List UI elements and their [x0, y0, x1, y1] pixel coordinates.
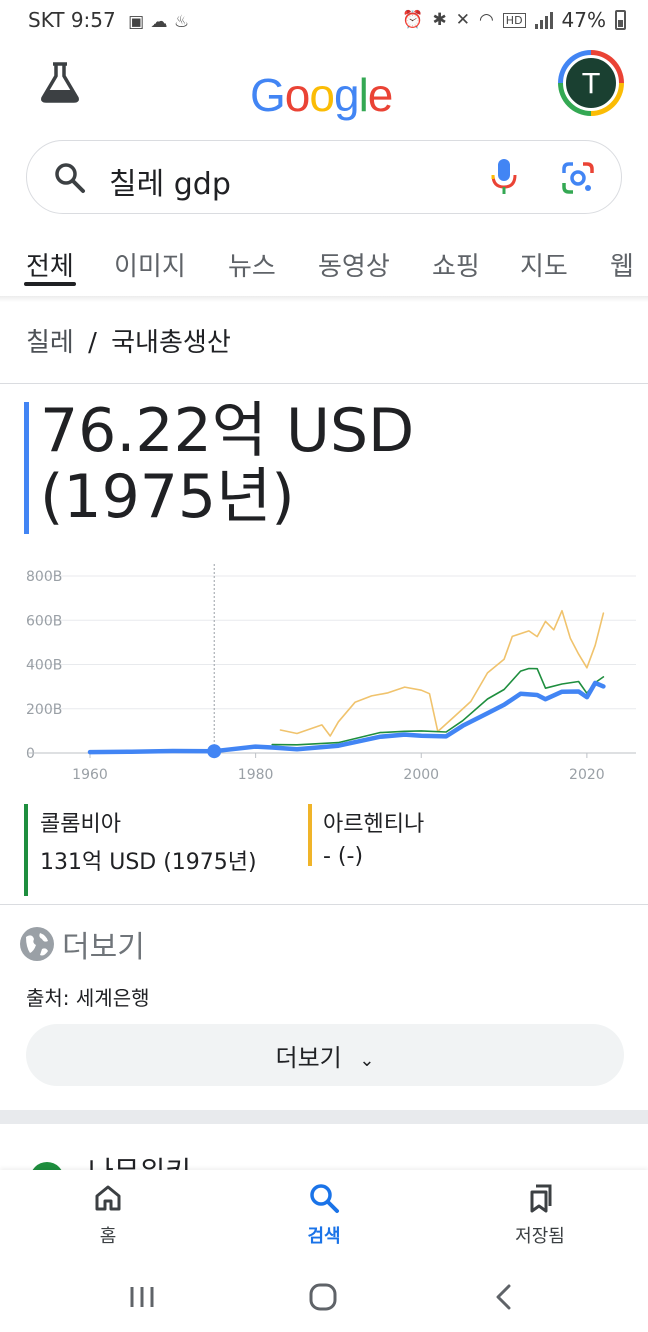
active-tab-indicator — [24, 282, 76, 286]
legend-name: 아르헨티나 — [323, 812, 425, 837]
legend-color-colombia — [24, 804, 28, 896]
system-navigation — [0, 1262, 648, 1332]
tab-web[interactable]: 웹 — [610, 252, 634, 282]
globe-icon — [20, 927, 54, 961]
alarm-icon: ⏰ — [402, 10, 424, 30]
logo-letter: g — [333, 69, 360, 121]
nav-saved[interactable]: 저장됨 — [480, 1182, 600, 1248]
mute-icon: ✕ — [455, 10, 470, 30]
search-icon — [55, 163, 85, 193]
breadcrumb-separator: / — [88, 328, 97, 358]
legend-color-argentina — [308, 804, 312, 866]
signal-icon — [534, 11, 553, 29]
x-tick-label: 1980 — [238, 767, 274, 783]
microphone-icon[interactable] — [489, 157, 519, 197]
main-value-amount: 76.22억 USD — [40, 396, 415, 466]
search-icon — [310, 1184, 339, 1213]
status-bar: SKT 9:57 ▣ ☁ ♨ ⏰ ✱ ✕ ◠ HD 47% — [0, 0, 648, 40]
series-line-chile — [87, 680, 606, 755]
main-value: 76.22억 USD (1975년) — [40, 398, 414, 530]
main-value-year: (1975년) — [40, 462, 295, 532]
status-icons: ⏰ ✱ ✕ ◠ HD 47% — [402, 8, 626, 32]
home-icon — [95, 1185, 121, 1211]
section-separator — [0, 1110, 648, 1124]
tab-all[interactable]: 전체 — [26, 252, 74, 282]
y-tick-label: 0 — [26, 746, 35, 762]
logo-letter: o — [309, 69, 335, 121]
hd-voice-icon: HD — [502, 12, 526, 28]
battery-icon — [615, 10, 626, 30]
more-link-label: 더보기 — [62, 930, 145, 965]
bookmarks-icon — [530, 1184, 552, 1213]
series-line-colombia — [271, 667, 605, 746]
breadcrumb-country[interactable]: 칠레 — [26, 328, 74, 358]
tab-shopping[interactable]: 쇼핑 — [432, 252, 480, 282]
y-tick-label: 400B — [26, 658, 62, 674]
tab-videos[interactable]: 동영상 — [318, 252, 390, 282]
tabs-shadow — [0, 296, 648, 302]
account-avatar[interactable]: T — [558, 50, 624, 116]
nav-home[interactable]: 홈 — [48, 1182, 168, 1248]
nav-search[interactable]: 검색 — [264, 1182, 384, 1248]
more-button[interactable]: 더보기 ⌄ — [26, 1024, 624, 1086]
gdp-line-chart[interactable]: 800B 600B 400B 200B 0 1960 1980 2000 2020 — [0, 560, 648, 790]
google-lens-icon[interactable] — [561, 161, 595, 195]
carrier-time: SKT 9:57 ▣ ☁ ♨ — [28, 8, 190, 32]
back-icon[interactable] — [492, 1282, 516, 1312]
more-button-label: 더보기 ⌄ — [275, 1044, 375, 1072]
bottom-navigation: 홈 검색 저장됨 — [0, 1170, 648, 1262]
recent-apps-icon[interactable] — [128, 1284, 156, 1310]
logo-letter: G — [250, 69, 286, 121]
chevron-down-icon: ⌄ — [359, 1050, 375, 1071]
labs-flask-icon[interactable] — [38, 60, 82, 104]
legend-argentina[interactable]: 아르헨티나 - (-) — [323, 806, 424, 869]
y-tick-label: 200B — [26, 702, 62, 718]
tab-images[interactable]: 이미지 — [114, 252, 186, 282]
divider — [0, 383, 648, 384]
avatar-initial: T — [563, 55, 619, 111]
next-result-title[interactable]: 나무위키 — [88, 1155, 192, 1172]
search-box[interactable]: 칠레 gdp — [26, 140, 622, 214]
more-link[interactable]: 더보기 — [20, 922, 145, 966]
y-tick-label: 800B — [26, 569, 62, 585]
logo-letter: l — [358, 69, 369, 121]
series-line-argentina — [279, 609, 605, 737]
highlight-point — [207, 744, 222, 759]
tab-maps[interactable]: 지도 — [520, 252, 568, 282]
y-tick-label: 600B — [26, 613, 62, 629]
search-tabs: 전체 이미지 뉴스 동영상 쇼핑 지도 웹 — [0, 240, 648, 296]
legend-value: 131억 USD (1975년) — [40, 850, 257, 875]
legend-value: - (-) — [323, 844, 364, 869]
cloud-icon: ☁ — [150, 12, 168, 32]
logo-letter: o — [284, 69, 311, 121]
value-accent-bar — [24, 402, 29, 534]
gdp-chart[interactable]: 800B 600B 400B 200B 0 1960 1980 2000 2020 — [0, 560, 648, 790]
battery-percent: 47% — [561, 8, 606, 32]
x-tick-label: 2020 — [569, 767, 605, 783]
breadcrumb: 칠레 / 국내총생산 — [26, 322, 231, 359]
legend-name: 콜롬비아 — [40, 812, 121, 837]
bluetooth-icon: ✱ — [432, 10, 447, 30]
logo-letter: e — [367, 69, 394, 121]
legend-colombia[interactable]: 콜롬비아 131억 USD (1975년) — [40, 806, 257, 876]
tab-news[interactable]: 뉴스 — [228, 252, 276, 282]
source-text: 출처: 세계은행 — [26, 986, 150, 1010]
home-button-icon[interactable] — [308, 1282, 338, 1312]
notification-icon: ♨ — [173, 12, 190, 32]
search-query[interactable]: 칠레 gdp — [109, 167, 231, 202]
image-icon: ▣ — [128, 12, 145, 32]
breadcrumb-metric: 국내총생산 — [111, 328, 231, 358]
x-tick-label: 1960 — [72, 767, 108, 783]
x-tick-label: 2000 — [403, 767, 439, 783]
divider — [0, 904, 648, 905]
wifi-icon: ◠ — [478, 10, 494, 30]
google-logo[interactable]: Google — [250, 68, 394, 122]
